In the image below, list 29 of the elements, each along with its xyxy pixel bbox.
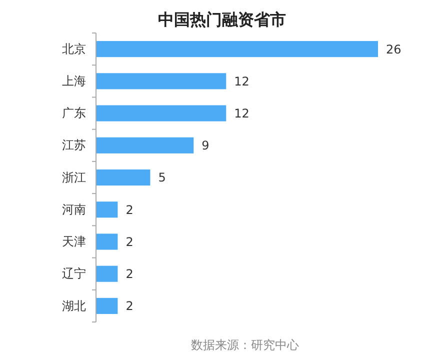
- y-tick-label: 湖北: [62, 298, 86, 313]
- data-label: 12: [234, 106, 250, 120]
- bar: [96, 41, 378, 58]
- data-label: 2: [126, 299, 134, 314]
- bar: [96, 266, 118, 282]
- data-label: 26: [386, 42, 402, 56]
- data-label: 9: [202, 138, 210, 153]
- bar: [96, 234, 118, 250]
- bar: [96, 298, 118, 314]
- data-label: 2: [126, 234, 134, 249]
- data-label: 2: [126, 267, 134, 282]
- data-label: 5: [158, 170, 166, 185]
- chart-title: 中国热门融资省市: [158, 10, 286, 29]
- source-note: 数据来源：研究中心: [191, 338, 299, 352]
- y-tick-label: 江苏: [62, 138, 86, 152]
- y-tick-label: 河南: [62, 202, 86, 216]
- data-label: 12: [234, 74, 250, 88]
- y-tick-label: 浙江: [62, 170, 86, 184]
- bar: [96, 202, 118, 218]
- y-tick-label: 上海: [62, 74, 86, 88]
- y-tick-label: 天津: [62, 234, 86, 249]
- y-tick-label: 辽宁: [62, 266, 86, 281]
- bar: [96, 137, 194, 154]
- y-tick-label: 广东: [62, 106, 86, 120]
- bar: [96, 105, 226, 122]
- y-tick-label: 北京: [62, 42, 86, 56]
- data-label: 2: [126, 202, 134, 217]
- bar: [96, 169, 150, 186]
- bar: [96, 73, 226, 90]
